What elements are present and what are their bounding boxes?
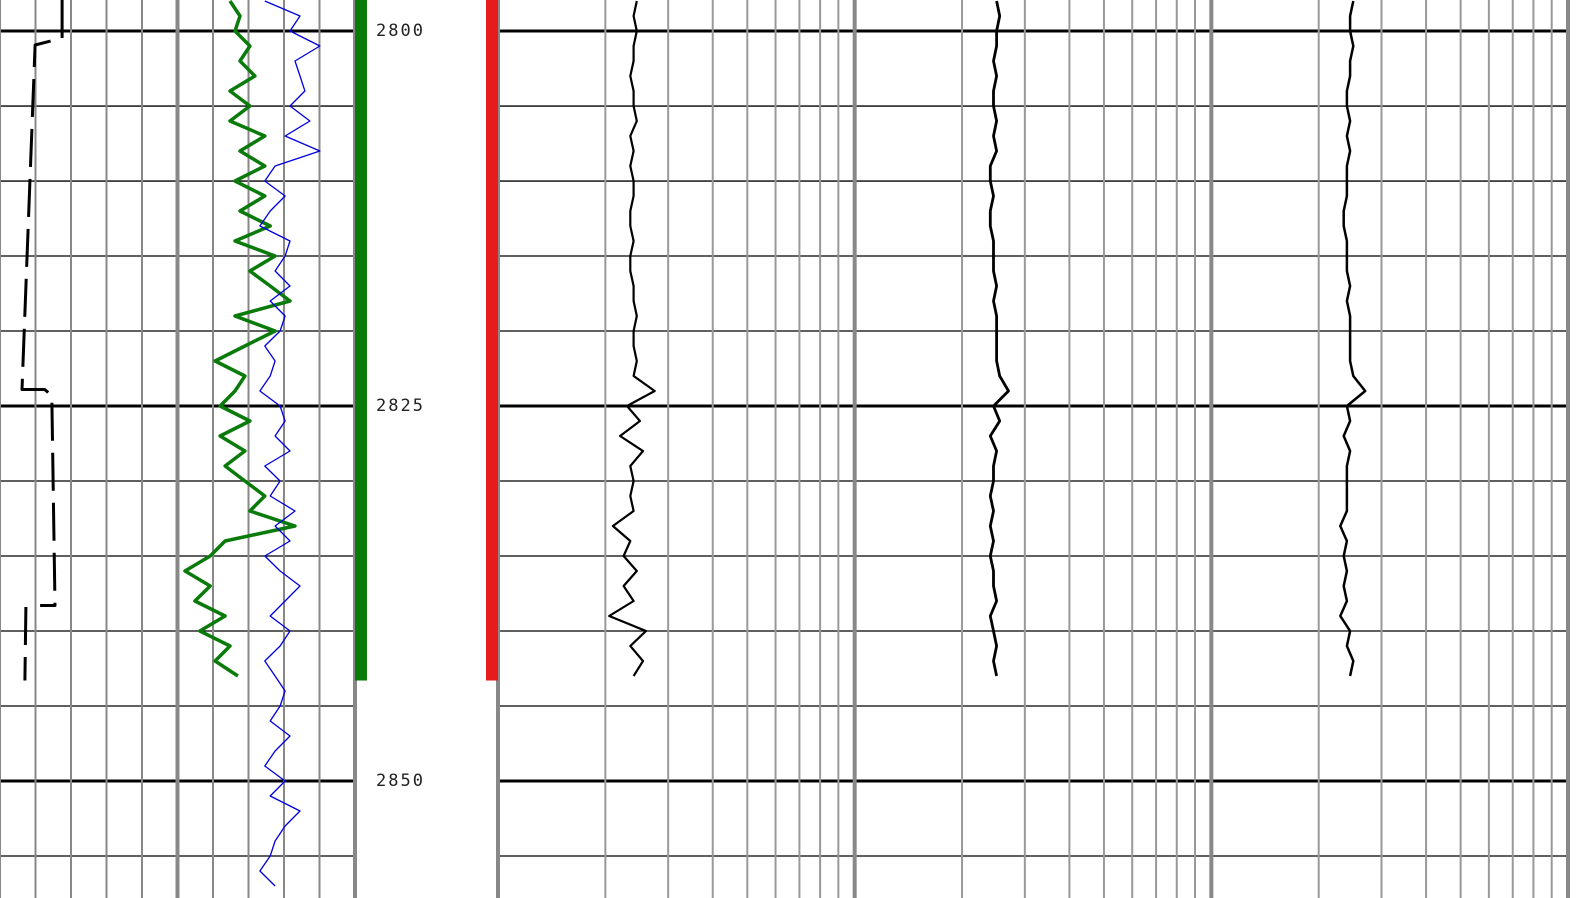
log-curve <box>20 0 64 681</box>
log-curve <box>988 0 1010 677</box>
depth-label: 2825 <box>376 396 425 416</box>
log-curve <box>183 0 297 678</box>
log-curve <box>608 0 656 677</box>
log-curve <box>259 0 321 887</box>
log-curve <box>1339 0 1367 677</box>
depth-label: 2850 <box>376 771 425 791</box>
interval-bar <box>486 0 498 681</box>
depth-label: 2800 <box>376 21 425 41</box>
interval-bar <box>355 0 367 681</box>
